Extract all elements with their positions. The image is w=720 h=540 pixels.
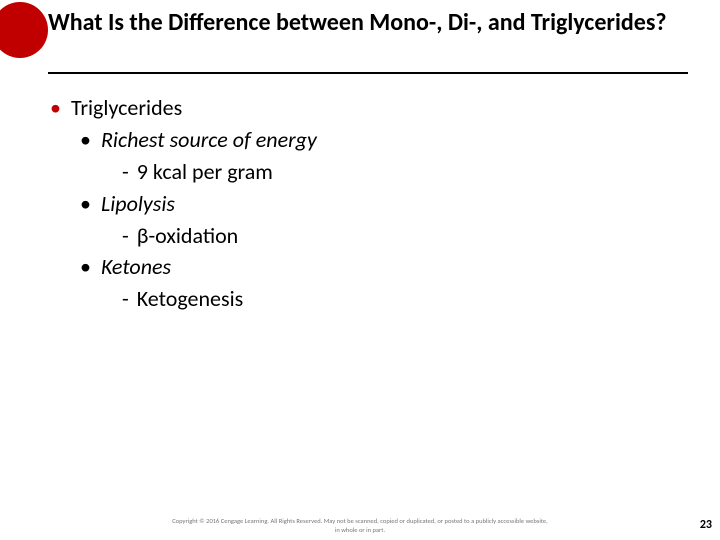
level1-text: Triglycerides	[71, 94, 182, 121]
level3-text: Ketogenesis	[137, 285, 244, 312]
level3-item: -Ketogenesis	[30, 283, 690, 315]
slide-title: What Is the Difference between Mono-, Di…	[48, 8, 680, 38]
copyright-footer: Copyright © 2016 Cengage Learning. All R…	[0, 517, 720, 534]
content-area: • Triglycerides • Richest source of energy…	[30, 92, 690, 315]
dash-icon: -	[122, 222, 129, 249]
dash-icon: -	[122, 158, 129, 185]
level1-item: • Triglycerides	[30, 92, 690, 124]
level2-item: • Ketones	[30, 251, 690, 283]
title-underline	[48, 72, 688, 74]
level2-text: Lipolysis	[101, 190, 175, 217]
level3-text: 9 kcal per gram	[137, 158, 273, 185]
level2-item: • Lipolysis	[30, 188, 690, 220]
bullet-icon: •	[80, 253, 91, 280]
page-number: 23	[700, 518, 712, 532]
level3-item: -β-oxidation	[30, 220, 690, 252]
accent-circle	[0, 2, 48, 58]
level3-item: -9 kcal per gram	[30, 156, 690, 188]
dash-icon: -	[122, 285, 129, 312]
bullet-icon: •	[50, 94, 61, 121]
level2-text: Ketones	[101, 253, 171, 280]
footer-line2: in whole or in part.	[30, 526, 690, 534]
footer-line1: Copyright © 2016 Cengage Learning. All R…	[30, 517, 690, 525]
level3-text: β-oxidation	[137, 222, 238, 249]
level2-text: Richest source of energy	[101, 126, 317, 153]
bullet-icon: •	[80, 126, 91, 153]
level2-item: • Richest source of energy	[30, 124, 690, 156]
bullet-icon: •	[80, 190, 91, 217]
